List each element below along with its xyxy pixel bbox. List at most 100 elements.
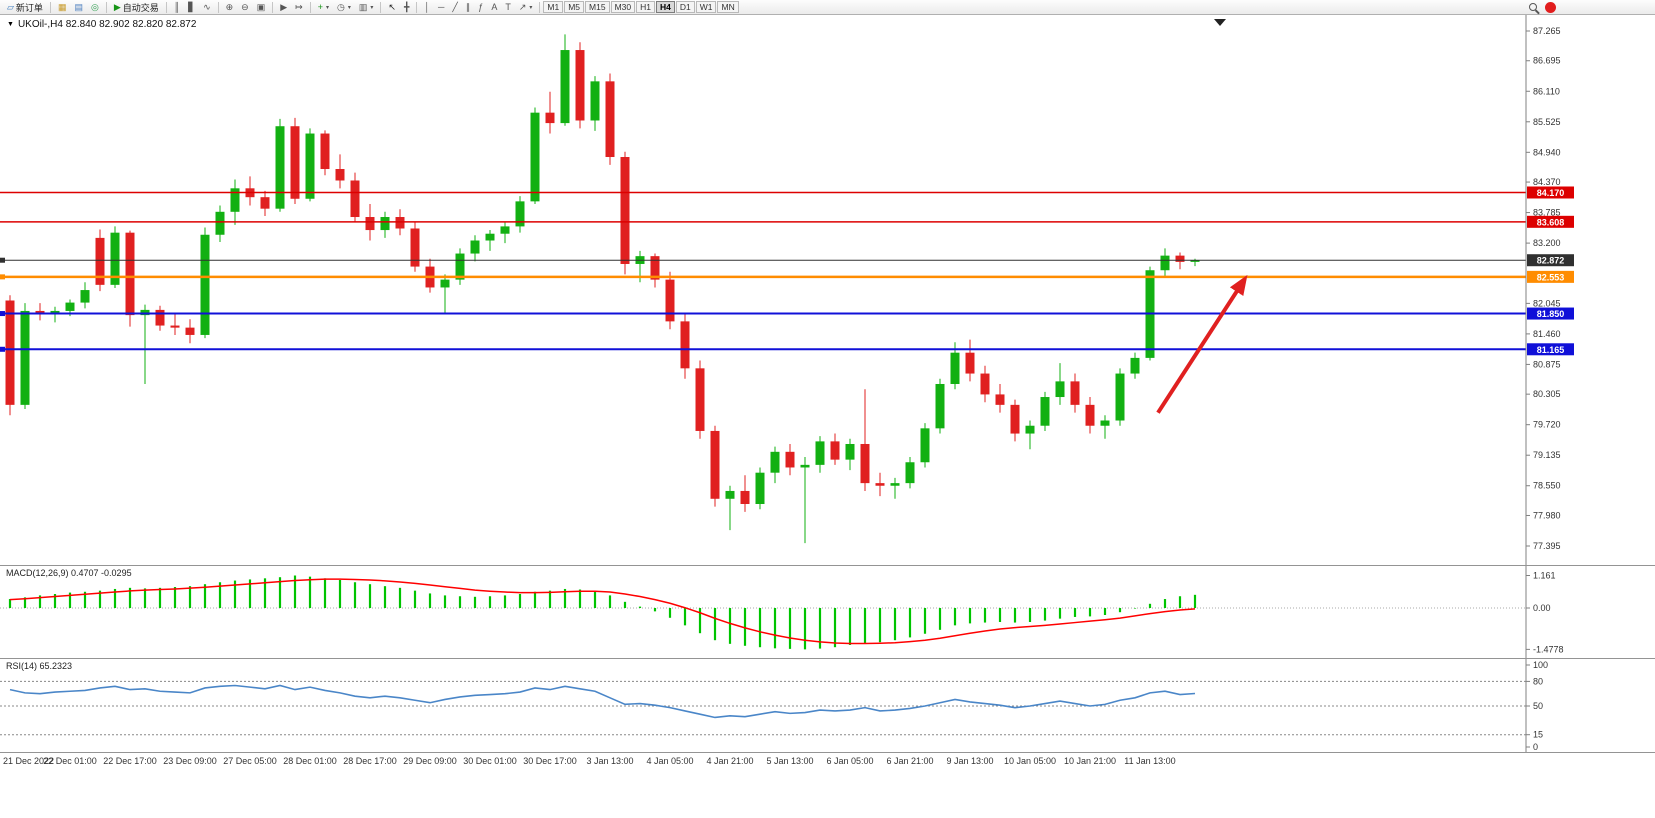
tile-windows-button[interactable]: ▣ bbox=[253, 1, 270, 14]
price-level-badge bbox=[1527, 343, 1574, 356]
indicators-icon: + bbox=[317, 2, 323, 12]
text-button[interactable]: A bbox=[487, 1, 501, 14]
trend-arrow-annotation[interactable] bbox=[1156, 274, 1248, 414]
trendline-button[interactable]: ╱ bbox=[448, 1, 461, 14]
indicators-button[interactable]: + ▾ bbox=[314, 1, 333, 14]
time-axis-label: 23 Dec 09:00 bbox=[163, 756, 217, 766]
vertical-line-button[interactable]: │ bbox=[420, 1, 434, 14]
price-level-badge bbox=[1527, 307, 1574, 320]
timeframe-h1-button[interactable]: H1 bbox=[636, 1, 655, 13]
periods-button[interactable]: ◷ ▾ bbox=[333, 1, 355, 14]
channel-button[interactable]: ∥ bbox=[462, 1, 475, 14]
timeframe-m1-button[interactable]: M1 bbox=[543, 1, 564, 13]
macd-axis[interactable]: 1.161 0.00 -1.4778 bbox=[1525, 566, 1564, 659]
chart-menu-icon[interactable]: ▼ bbox=[7, 21, 14, 28]
toolbar-separator bbox=[165, 1, 167, 13]
time-axis-label: 11 Jan 13:00 bbox=[1124, 756, 1176, 766]
rsi-panel[interactable]: 100 80 50 15 0 RSI(14) 65.2323 bbox=[0, 658, 1655, 753]
new-order-button[interactable]: ▱ 新订单 bbox=[3, 1, 47, 14]
chart-shift-icon: ↦ bbox=[295, 2, 303, 12]
label-button[interactable]: T bbox=[501, 1, 515, 14]
chart-shift-button[interactable]: ↦ bbox=[291, 1, 307, 14]
line-chart-button[interactable]: ∿ bbox=[199, 1, 215, 14]
market-watch-button[interactable]: ▦ bbox=[54, 1, 71, 14]
timeframe-d1-button[interactable]: D1 bbox=[675, 1, 695, 13]
price-tick-label: 80.875 bbox=[1533, 359, 1561, 369]
hline-edge-marker bbox=[0, 346, 5, 352]
timeframe-w1-button[interactable]: W1 bbox=[695, 1, 717, 13]
candlestick-chart-button[interactable]: ▋ bbox=[184, 1, 199, 14]
cursor-icon: ↖ bbox=[388, 2, 396, 12]
price-level-badge-label: 83.608 bbox=[1537, 217, 1565, 227]
timeframe-m30-button[interactable]: M30 bbox=[610, 1, 636, 13]
templates-button[interactable]: ▥ ▾ bbox=[355, 1, 378, 14]
rsi-canvas[interactable]: 100 80 50 15 0 bbox=[0, 659, 1655, 753]
shapes-icon: ↗ bbox=[518, 2, 527, 12]
zoom-in-button[interactable]: ⊕ bbox=[222, 1, 238, 14]
bar-chart-icon: ║ bbox=[173, 2, 181, 12]
crosshair-button[interactable]: ╋ bbox=[400, 1, 413, 14]
new-order-icon: ▱ bbox=[7, 2, 14, 12]
time-axis-label: 30 Dec 01:00 bbox=[463, 756, 517, 766]
timeframe-group: M1 M5 M15 M30 H1 H4 D1 W1 MN bbox=[543, 1, 739, 13]
auto-scroll-button[interactable]: ▶ bbox=[276, 1, 291, 14]
price-level-badge bbox=[1527, 270, 1574, 283]
macd-tick-label: 1.161 bbox=[1533, 570, 1556, 580]
price-chart-panel[interactable]: 87.265 86.695 86.110 85.525 84.940 84.370 83.7… bbox=[0, 15, 1655, 565]
main-chart-canvas[interactable]: 87.265 86.695 86.110 85.525 84.940 84.370 83.7… bbox=[0, 15, 1655, 565]
hline-edge-marker bbox=[0, 274, 5, 280]
crosshair-icon: ╋ bbox=[403, 2, 410, 12]
price-tick-label: 85.525 bbox=[1533, 117, 1561, 127]
fibonacci-icon: ƒ bbox=[478, 2, 484, 12]
timeframe-m5-button[interactable]: M5 bbox=[564, 1, 585, 13]
market-watch-icon: ▦ bbox=[57, 2, 67, 12]
rsi-line bbox=[9, 684, 1196, 719]
rsi-title: RSI(14) 65.2323 bbox=[6, 661, 73, 671]
navigator-button[interactable]: ◎ bbox=[87, 1, 103, 14]
price-tick-label: 87.265 bbox=[1533, 26, 1561, 36]
time-axis-label: 6 Jan 05:00 bbox=[826, 756, 874, 766]
toolbar-separator bbox=[49, 1, 51, 13]
timeframe-mn-button[interactable]: MN bbox=[717, 1, 739, 13]
timeframe-m15-button[interactable]: M15 bbox=[585, 1, 610, 13]
cursor-button[interactable]: ↖ bbox=[384, 1, 400, 14]
chart-shift-marker[interactable] bbox=[1214, 19, 1226, 26]
rsi-axis[interactable]: 100 80 50 15 0 bbox=[1525, 659, 1548, 753]
channel-icon: ∥ bbox=[465, 2, 471, 12]
time-axis-label: 10 Jan 21:00 bbox=[1063, 756, 1117, 766]
zoom-out-button[interactable]: ⊖ bbox=[237, 1, 253, 14]
price-axis[interactable]: 87.265 86.695 86.110 85.525 84.940 84.370 83.7… bbox=[1525, 15, 1574, 565]
main-toolbar: ▱ 新订单 ▦ ▤ ◎ ▶ 自动交易 ║ ▋ ∿ ⊕ ⊖ ▣ ▶ ↦ + ▾ ◷ ▾ ▥ ▾ ↖ ╋ │ ─ ╱ ∥ ƒ A T… bbox=[0, 0, 1655, 15]
search-icon[interactable] bbox=[1529, 3, 1537, 11]
price-tick-label: 83.785 bbox=[1533, 208, 1561, 218]
shapes-button[interactable]: ↗ ▾ bbox=[515, 1, 537, 14]
line-chart-icon: ∿ bbox=[203, 2, 211, 12]
time-axis-label: 21 Dec 2022 bbox=[3, 756, 55, 766]
price-tick-label: 77.395 bbox=[1533, 541, 1561, 551]
chart-symbol-title: UKOil-,H4 82.840 82.902 82.820 82.872 bbox=[17, 19, 197, 30]
bar-chart-button[interactable]: ║ bbox=[170, 1, 184, 14]
toolbar-right-group bbox=[1529, 1, 1652, 13]
macd-canvas[interactable]: 1.161 0.00 -1.4778 bbox=[0, 566, 1655, 659]
time-axis-label: 10 Jan 05:00 bbox=[1003, 756, 1057, 766]
macd-panel[interactable]: 1.161 0.00 -1.4778 MACD(12,26,9) 0.4707 -0… bbox=[0, 565, 1655, 659]
autotrade-play-icon: ▶ bbox=[113, 2, 121, 12]
time-axis[interactable]: 21 Dec 2022 22 Dec 01:00 22 Dec 17:00 23 De… bbox=[0, 752, 1655, 769]
horizontal-line-button[interactable]: ─ bbox=[434, 1, 448, 14]
toolbar-separator bbox=[416, 1, 418, 13]
templates-icon: ▥ bbox=[358, 2, 368, 12]
macd-histogram bbox=[8, 575, 1197, 650]
data-window-button[interactable]: ▤ bbox=[70, 1, 87, 14]
macd-tick-label: -1.4778 bbox=[1533, 644, 1564, 654]
periods-icon: ◷ bbox=[336, 2, 345, 12]
price-tick-label: 86.110 bbox=[1533, 86, 1560, 96]
fibonacci-button[interactable]: ƒ bbox=[474, 1, 487, 14]
autotrade-button[interactable]: ▶ 自动交易 bbox=[110, 1, 163, 14]
price-level-badge bbox=[1527, 186, 1574, 199]
price-tick-label: 86.695 bbox=[1533, 56, 1561, 66]
timeframe-h4-button[interactable]: H4 bbox=[655, 1, 675, 13]
auto-scroll-icon: ▶ bbox=[280, 2, 288, 12]
price-tick-label: 84.370 bbox=[1533, 177, 1561, 187]
caret-down-icon: ▾ bbox=[529, 4, 533, 11]
toolbar-separator bbox=[272, 1, 274, 13]
